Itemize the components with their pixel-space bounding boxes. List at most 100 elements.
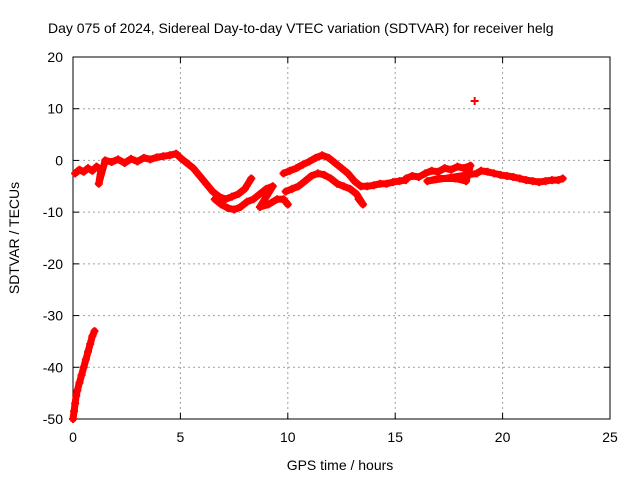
- data-point: [71, 399, 80, 408]
- data-point: [528, 177, 537, 186]
- data-point: [311, 153, 320, 162]
- data-point: [496, 170, 505, 179]
- data-point: [326, 174, 335, 183]
- data-point: [451, 174, 460, 183]
- data-point: [152, 153, 161, 162]
- data-point: [343, 169, 352, 178]
- data-point: [305, 157, 314, 166]
- data-point: [472, 169, 481, 178]
- data-point: [88, 332, 97, 341]
- series-0: [69, 327, 99, 423]
- y-tick-label: -20: [43, 256, 63, 272]
- data-point: [300, 177, 309, 186]
- data-point: [354, 195, 363, 204]
- data-point: [227, 192, 236, 201]
- data-point: [234, 190, 243, 199]
- data-point: [440, 164, 449, 173]
- data-point: [81, 355, 90, 364]
- data-point: [285, 166, 294, 175]
- data-point: [255, 202, 264, 211]
- data-point: [114, 155, 123, 164]
- data-point: [333, 179, 342, 188]
- data-point: [292, 164, 301, 173]
- data-point: [172, 149, 181, 158]
- data-point: [427, 166, 436, 175]
- x-tick-label: 0: [69, 429, 77, 445]
- data-point: [352, 190, 361, 199]
- data-point: [318, 151, 327, 160]
- data-point: [94, 179, 103, 188]
- data-point: [490, 169, 499, 178]
- x-tick-label: 25: [602, 429, 618, 445]
- data-point: [73, 386, 82, 395]
- data-point: [86, 340, 95, 349]
- data-point: [307, 171, 316, 180]
- y-tick-label: -10: [43, 204, 63, 220]
- data-point: [434, 167, 443, 176]
- data-point: [264, 200, 273, 209]
- data-point: [202, 179, 211, 188]
- data-point: [509, 172, 518, 181]
- data-point: [165, 151, 174, 160]
- data-point: [249, 195, 258, 204]
- x-tick-label: 20: [495, 429, 511, 445]
- data-point: [208, 187, 217, 196]
- data-point: [421, 169, 430, 178]
- data-point: [71, 169, 80, 178]
- data-point: [434, 174, 443, 183]
- data-point: [240, 184, 249, 193]
- data-point: [223, 204, 232, 213]
- data-layer: [69, 96, 567, 423]
- data-point: [189, 164, 198, 173]
- data-point: [401, 174, 410, 183]
- data-point: [236, 202, 245, 211]
- data-point: [77, 371, 86, 380]
- data-point: [408, 171, 417, 180]
- y-axis-label: SDTVAR / TECUs: [6, 182, 22, 294]
- data-point: [182, 159, 191, 168]
- data-point: [470, 96, 479, 105]
- data-point: [279, 169, 288, 178]
- data-point: [195, 171, 204, 180]
- y-tick-label: -40: [43, 359, 63, 375]
- data-point: [346, 184, 355, 193]
- data-point: [79, 363, 88, 372]
- x-tick-label: 15: [387, 429, 403, 445]
- data-point: [554, 176, 563, 185]
- data-point: [159, 152, 168, 161]
- x-axis-label: GPS time / hours: [287, 457, 394, 473]
- data-point: [279, 195, 288, 204]
- data-point: [84, 347, 93, 356]
- data-point: [358, 200, 367, 209]
- data-point: [395, 177, 404, 186]
- data-point: [72, 391, 81, 400]
- series-1: [71, 149, 256, 204]
- data-point: [221, 195, 230, 204]
- data-point: [262, 184, 271, 193]
- data-point: [363, 182, 372, 191]
- data-point: [453, 162, 462, 171]
- data-point: [423, 177, 432, 186]
- data-point: [558, 174, 567, 183]
- data-point: [502, 171, 511, 180]
- x-tick-label: 10: [280, 429, 296, 445]
- data-point: [88, 166, 97, 175]
- data-point: [79, 167, 88, 176]
- data-point: [176, 153, 185, 162]
- y-tick-label: -50: [43, 411, 63, 427]
- data-point: [337, 164, 346, 173]
- y-tick-label: 20: [47, 49, 63, 65]
- data-point: [75, 378, 84, 387]
- data-point: [84, 164, 93, 173]
- y-tick-label: 10: [47, 101, 63, 117]
- data-point: [515, 174, 524, 183]
- data-point: [382, 179, 391, 188]
- data-point: [331, 159, 340, 168]
- plot-frame: [72, 56, 611, 420]
- data-point: [459, 164, 468, 173]
- data-point: [320, 170, 329, 179]
- data-point: [120, 159, 129, 168]
- data-point: [70, 407, 79, 416]
- data-point: [466, 161, 475, 170]
